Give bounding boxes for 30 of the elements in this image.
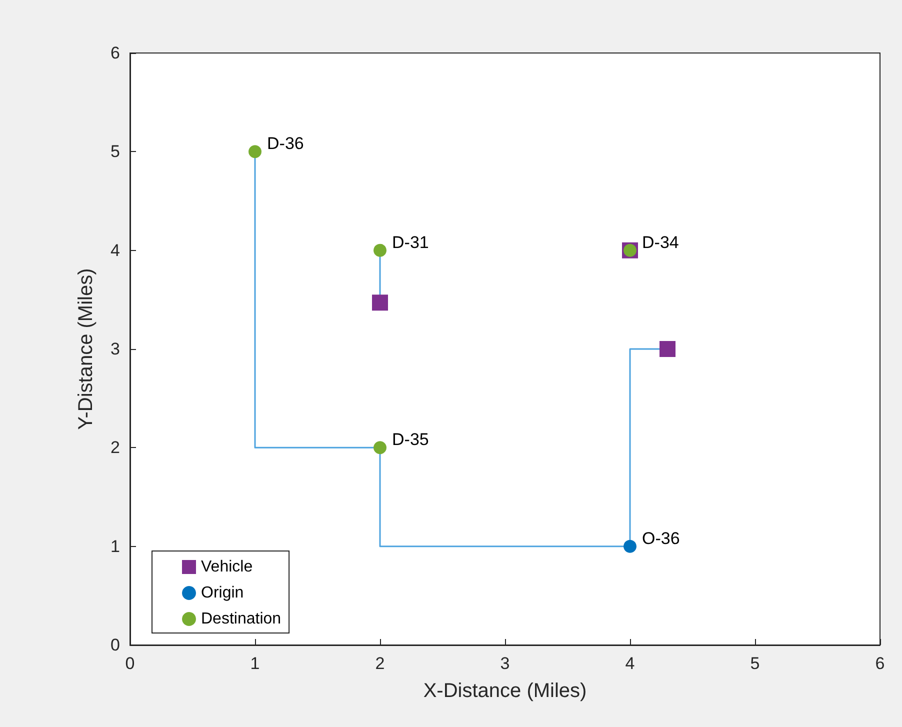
y-tick-label: 4 xyxy=(110,240,120,260)
x-tick-label: 6 xyxy=(875,654,885,673)
y-axis-title: Y-Distance (Miles) xyxy=(75,268,97,430)
y-tick-label: 1 xyxy=(110,536,120,556)
annotation: D-31 xyxy=(392,232,429,252)
annotation: D-35 xyxy=(392,430,429,450)
annotation: O-36 xyxy=(642,528,680,548)
annotation: D-34 xyxy=(642,232,679,252)
point xyxy=(248,145,262,158)
y-tick-label: 3 xyxy=(110,340,120,358)
y-tick-label: 0 xyxy=(110,636,120,654)
x-tick-label: 3 xyxy=(500,654,510,673)
annotation: D-36 xyxy=(267,134,304,154)
point xyxy=(624,540,636,553)
x-tick-label: 5 xyxy=(750,654,760,673)
x-tick-label: 0 xyxy=(125,654,135,673)
legend-label: Destination xyxy=(201,610,282,628)
legend-label: Origin xyxy=(201,584,244,602)
y-tick-label: 5 xyxy=(110,142,120,162)
point xyxy=(374,244,386,257)
point xyxy=(374,441,386,454)
point xyxy=(372,294,388,311)
y-tick-label: 2 xyxy=(110,438,120,458)
point xyxy=(660,341,676,357)
x-tick-label: 1 xyxy=(250,654,260,673)
legend-label: Vehicle xyxy=(201,558,253,576)
x-axis-title: X-Distance (Miles) xyxy=(423,680,587,702)
x-tick-label: 4 xyxy=(625,654,635,673)
y-tick-label: 6 xyxy=(110,44,120,62)
x-tick-label: 2 xyxy=(375,654,385,673)
